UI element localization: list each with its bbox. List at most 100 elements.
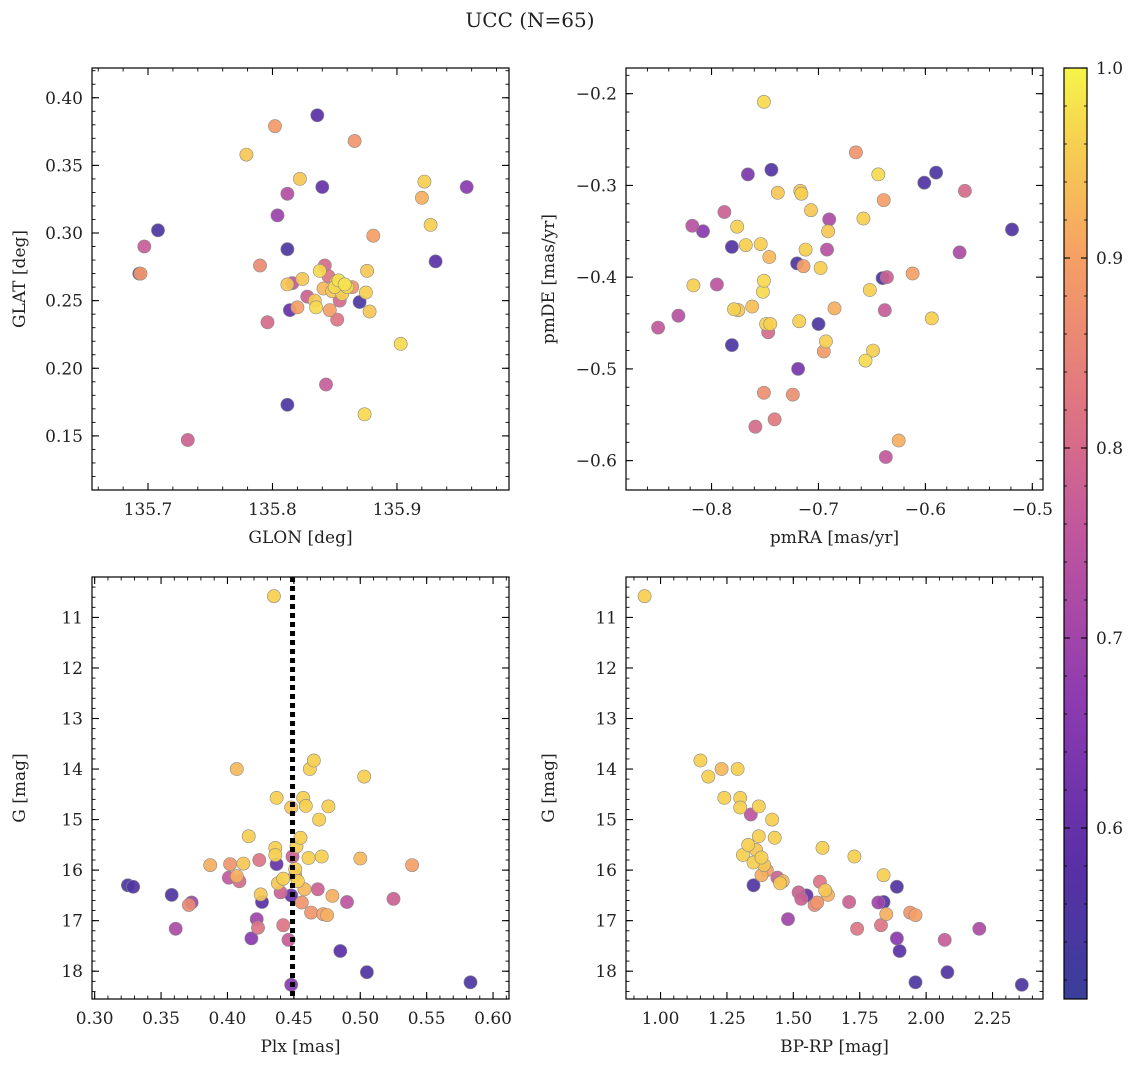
- scatter-point: [320, 908, 334, 922]
- panel-pmra-pmde: −0.8 −0.7 −0.6 −0.5 −0.6 −0.5 −0.4 −0.3 −0.2 pmRA…: [539, 67, 1053, 548]
- scatter-point: [767, 830, 782, 845]
- scatter-point: [168, 921, 183, 936]
- scatter-point: [754, 850, 769, 865]
- scatter-point: [353, 851, 368, 866]
- scatter-point: [223, 857, 237, 871]
- scatter-point: [330, 312, 345, 327]
- axis-ticks: [625, 68, 1043, 490]
- scatter-point: [862, 283, 877, 297]
- x-tick-label: 0.35: [142, 1009, 180, 1029]
- scatter-point: [730, 762, 745, 776]
- scatter-point: [748, 419, 763, 434]
- scatter-point: [877, 303, 892, 318]
- x-axis-label: GLON [deg]: [248, 528, 352, 548]
- scatter-point: [295, 272, 310, 286]
- scatter-point: [871, 895, 886, 910]
- scatter-point: [820, 242, 834, 257]
- scatter-point: [366, 228, 381, 243]
- scatter-point: [252, 853, 267, 867]
- scatter-point: [856, 211, 871, 226]
- y-axis-label: pmDE [mas/yr]: [539, 214, 559, 344]
- scatter-point: [251, 920, 265, 935]
- scatter-point: [1014, 977, 1029, 992]
- scatter-point: [337, 277, 352, 292]
- scatter-point: [294, 895, 309, 910]
- x-tick-label: 1.75: [841, 1009, 879, 1029]
- y-tick-label: 12: [61, 659, 83, 679]
- scatter-point: [312, 812, 326, 827]
- colorbar-frame: [1063, 67, 1088, 1000]
- x-tick-label: −0.6: [905, 500, 946, 520]
- scatter-point: [276, 918, 291, 933]
- scatter-point: [908, 908, 923, 922]
- scatter-point: [717, 791, 732, 805]
- x-tick-label: 135.8: [248, 500, 297, 520]
- scatter-point: [751, 799, 766, 814]
- scatter-point: [940, 965, 955, 980]
- scatter-point: [874, 918, 888, 933]
- scatter-point: [796, 259, 811, 274]
- scatter-point: [357, 407, 372, 422]
- x-tick-label: 0.30: [76, 1009, 114, 1029]
- scatter-point: [725, 239, 739, 254]
- scatter-point: [757, 385, 771, 400]
- scatter-point: [304, 905, 318, 920]
- scatter-point: [298, 799, 313, 813]
- scatter-point: [858, 353, 873, 368]
- scatter-point: [293, 830, 308, 845]
- scatter-point: [905, 266, 920, 281]
- scatter-point: [685, 218, 700, 233]
- scatter-point: [781, 912, 795, 926]
- scatter-point: [463, 975, 478, 990]
- x-tick-label: 1.00: [642, 1009, 680, 1029]
- scatter-point: [701, 769, 716, 784]
- axes-frame: [625, 67, 1044, 491]
- scatter-point: [741, 838, 756, 852]
- scatter-point: [359, 965, 374, 980]
- scatter-point: [362, 304, 377, 319]
- scatter-point: [321, 799, 336, 814]
- scatter-point: [269, 791, 284, 805]
- y-tick-label: −0.5: [576, 360, 617, 380]
- scatter-point: [310, 882, 325, 897]
- scatter-point: [850, 921, 864, 936]
- axis-ticks: [92, 68, 509, 491]
- scatter-point: [819, 334, 833, 349]
- scatter-point: [717, 205, 732, 219]
- scatter-point: [770, 185, 785, 200]
- scatter-point: [693, 753, 708, 768]
- scatter-point: [236, 856, 251, 871]
- scatter-point: [765, 812, 779, 827]
- scatter-point: [253, 258, 267, 273]
- x-tick-label: −0.5: [1012, 500, 1053, 520]
- y-axis-label: GLAT [deg]: [10, 230, 30, 328]
- colorbar-tick-label: 0.6: [1096, 819, 1123, 839]
- x-axis-label: Plx [mas]: [260, 1037, 340, 1057]
- scatter-point: [792, 314, 807, 329]
- scatter-point: [151, 223, 165, 238]
- scatter-point: [818, 883, 833, 898]
- scatter-point: [892, 944, 907, 958]
- y-tick-label: 11: [595, 608, 617, 628]
- scatter-point: [325, 889, 340, 903]
- scatter-point: [181, 898, 196, 912]
- x-tick-label: −0.8: [691, 500, 732, 520]
- x-tick-label: 0.45: [275, 1009, 313, 1029]
- scatter-point: [794, 892, 809, 906]
- x-tick-label: 0.55: [408, 1009, 446, 1029]
- y-tick-label: 11: [61, 608, 83, 628]
- scatter-point: [746, 878, 761, 893]
- scatter-point: [290, 300, 305, 315]
- scatter-point: [763, 317, 778, 331]
- scatter-point: [280, 397, 295, 412]
- scatter-point: [312, 263, 327, 278]
- scatter-points: [637, 589, 1029, 992]
- x-tick-label: 135.7: [124, 500, 173, 520]
- axis-ticks: [92, 576, 509, 999]
- scatter-point: [757, 273, 771, 288]
- scatter-point: [651, 320, 665, 335]
- scatter-point: [253, 887, 268, 902]
- x-tick-label: 0.40: [209, 1009, 247, 1029]
- y-tick-label: 18: [595, 962, 617, 982]
